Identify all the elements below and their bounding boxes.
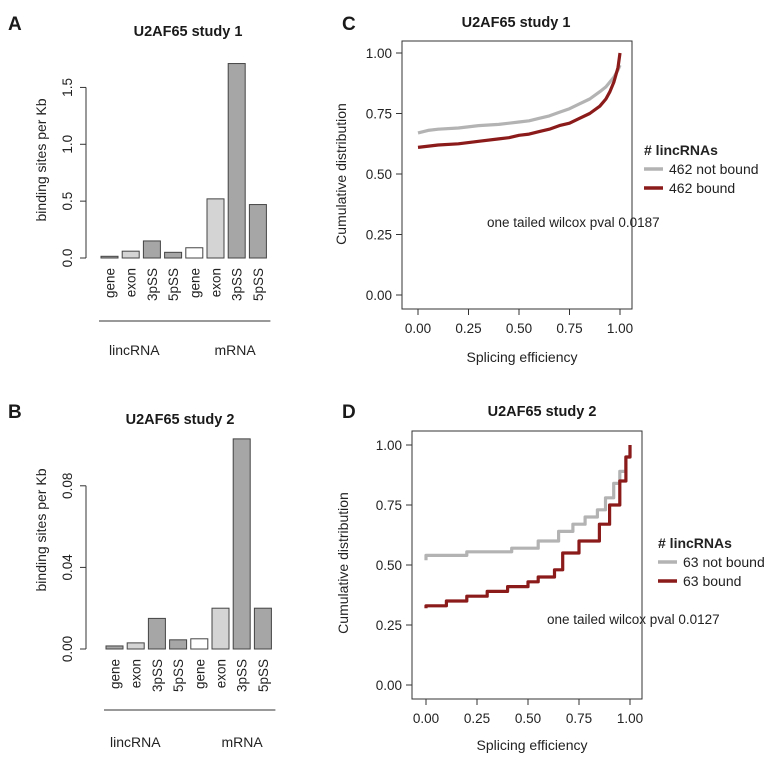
x-tick-label: 3pSS xyxy=(230,268,245,301)
plot-frame xyxy=(411,430,643,700)
x-tick-label: 3pSS xyxy=(235,659,250,692)
y-tick-label: 0.08 xyxy=(60,473,75,499)
legend-label: 63 not bound xyxy=(683,554,765,570)
legend-title: # lincRNAs xyxy=(658,535,732,551)
x-tick-label: 0.25 xyxy=(455,321,481,336)
bar xyxy=(185,247,204,259)
bar xyxy=(227,63,246,259)
group-label: lincRNA xyxy=(110,734,161,750)
x-tick-label: 1.00 xyxy=(607,321,633,336)
chart-title: U2AF65 study 1 xyxy=(134,24,243,40)
series-line-not-bound xyxy=(424,445,632,561)
bar xyxy=(126,642,145,650)
panel-letter-a: A xyxy=(8,14,22,35)
bar xyxy=(142,240,161,259)
x-tick-label: 0.50 xyxy=(515,711,541,726)
y-axis-label: Cumulative distribution xyxy=(335,492,351,634)
series-line-bound xyxy=(417,52,622,149)
legend-label: 462 bound xyxy=(669,180,735,196)
cdf-chart-c: U2AF65 study 1 0.00 0.25 0.50 0.75 1.00 0.00 0.… xyxy=(333,15,759,365)
chart-title: U2AF65 study 2 xyxy=(126,412,235,428)
chart-title: U2AF65 study 2 xyxy=(488,404,597,420)
bar-chart-b: U2AF65 study 2 0.00 0.04 0.08 binding sites … xyxy=(33,412,276,750)
y-tick-label: 1.00 xyxy=(376,438,402,453)
y-tick-label: 0.50 xyxy=(366,167,392,182)
x-tick-label: exon xyxy=(209,268,224,297)
x-tick-label: 5pSS xyxy=(166,268,181,301)
group-label: mRNA xyxy=(214,342,256,358)
bar xyxy=(121,250,140,259)
x-tick-label: 1.00 xyxy=(617,711,643,726)
x-tick-label: gene xyxy=(187,268,202,298)
bar xyxy=(248,204,267,259)
group-label: mRNA xyxy=(221,734,263,750)
y-axis-label: binding sites per Kb xyxy=(33,468,49,591)
group-label: lincRNA xyxy=(109,342,160,358)
panel-letter-c: C xyxy=(342,14,356,35)
legend-label: 462 not bound xyxy=(669,161,759,177)
pval-annotation: one tailed wilcox pval 0.0127 xyxy=(547,612,720,627)
y-tick-label: 0.25 xyxy=(366,228,392,243)
x-tick-label: exon xyxy=(214,659,229,688)
cdf-chart-d: U2AF65 study 2 0.00 0.25 0.50 0.75 1.00 0.00 0.… xyxy=(335,404,765,753)
y-tick-label: 0.00 xyxy=(60,636,75,662)
y-tick-label: 0.00 xyxy=(376,678,402,693)
x-tick-label: 0.75 xyxy=(566,711,592,726)
x-tick-label: 3pSS xyxy=(145,268,160,301)
x-tick-label: 5pSS xyxy=(256,659,271,692)
x-tick-label: 0.00 xyxy=(413,711,439,726)
y-tick-label: 0.0 xyxy=(60,249,75,268)
bar xyxy=(147,617,166,650)
y-axis-label: Cumulative distribution xyxy=(333,103,349,245)
chart-title: U2AF65 study 1 xyxy=(462,15,571,31)
y-tick-label: 0.5 xyxy=(60,192,75,211)
series-line-bound xyxy=(424,445,632,609)
x-tick-label: gene xyxy=(108,659,123,689)
bar xyxy=(105,645,124,650)
y-tick-label: 1.00 xyxy=(366,46,392,61)
bar xyxy=(232,438,251,650)
y-tick-label: 0.50 xyxy=(376,558,402,573)
x-axis-label: Splicing efficiency xyxy=(476,737,587,753)
bar xyxy=(211,607,230,650)
bar xyxy=(190,638,209,650)
bar xyxy=(169,639,188,650)
y-tick-label: 0.04 xyxy=(60,554,75,581)
x-axis-label: Splicing efficiency xyxy=(466,349,577,365)
bar xyxy=(164,251,183,259)
bar xyxy=(100,255,119,259)
y-tick-label: 0.75 xyxy=(366,107,392,122)
x-tick-label: 0.00 xyxy=(405,321,431,336)
y-tick-label: 1.5 xyxy=(60,78,75,97)
x-tick-label: 5pSS xyxy=(171,659,186,692)
x-tick-label: exon xyxy=(129,659,144,688)
x-tick-label: 0.25 xyxy=(464,711,490,726)
legend-title: # lincRNAs xyxy=(644,142,718,158)
panel-letter-d: D xyxy=(342,402,356,423)
bar-chart-a: U2AF65 study 1 0.0 0.5 1.0 1.5 binding sites … xyxy=(33,24,271,358)
x-tick-label: 5pSS xyxy=(251,268,266,301)
x-tick-label: 0.50 xyxy=(506,321,532,336)
x-tick-label: gene xyxy=(192,659,207,689)
x-tick-label: 3pSS xyxy=(150,659,165,692)
y-axis-label: binding sites per Kb xyxy=(33,98,49,221)
panel-letter-b: B xyxy=(8,402,22,423)
bar xyxy=(206,198,225,259)
y-tick-label: 1.0 xyxy=(60,135,75,154)
legend-label: 63 bound xyxy=(683,573,741,589)
x-tick-label: 0.75 xyxy=(556,321,582,336)
y-tick-label: 0.75 xyxy=(376,498,402,513)
y-tick-label: 0.00 xyxy=(366,288,392,303)
plot-frame xyxy=(401,40,633,310)
pval-annotation: one tailed wilcox pval 0.0187 xyxy=(487,215,660,230)
bar xyxy=(253,607,272,650)
x-tick-label: gene xyxy=(103,268,118,298)
x-tick-label: exon xyxy=(124,268,139,297)
series-line-not-bound xyxy=(417,64,622,135)
y-tick-label: 0.25 xyxy=(376,618,402,633)
